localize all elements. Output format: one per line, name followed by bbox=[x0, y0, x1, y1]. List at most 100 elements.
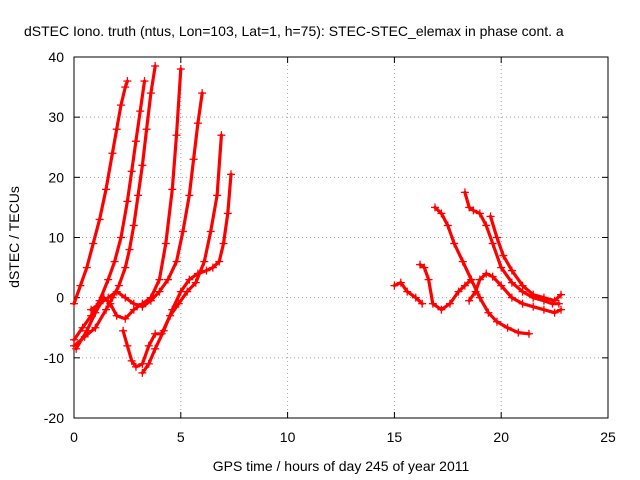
x-tick-label: 10 bbox=[280, 429, 296, 445]
data-point-marker bbox=[492, 317, 501, 326]
data-point-marker bbox=[497, 281, 506, 290]
data-point-marker bbox=[116, 101, 125, 110]
data-point-marker bbox=[102, 305, 111, 314]
data-point-marker bbox=[172, 257, 181, 266]
data-point-marker bbox=[123, 341, 132, 350]
series-8 bbox=[390, 278, 427, 308]
x-tick-label: 20 bbox=[493, 429, 509, 445]
y-tick-label: 10 bbox=[48, 230, 64, 246]
data-point-marker bbox=[95, 299, 104, 308]
data-point-marker bbox=[411, 293, 420, 302]
data-point-marker bbox=[403, 287, 412, 296]
data-point-marker bbox=[428, 299, 437, 308]
y-tick-label: 0 bbox=[56, 290, 64, 306]
x-axis-label: GPS time / hours of day 245 of year 2011 bbox=[213, 458, 470, 474]
series-line bbox=[418, 263, 473, 312]
data-point-marker bbox=[454, 287, 463, 296]
data-point-marker bbox=[129, 221, 138, 230]
data-point-marker bbox=[163, 275, 172, 284]
data-point-marker bbox=[554, 299, 563, 308]
data-point-marker bbox=[119, 326, 128, 335]
data-point-marker bbox=[539, 305, 548, 314]
data-point-marker bbox=[116, 233, 125, 242]
data-point-marker bbox=[70, 299, 78, 308]
series-2 bbox=[70, 77, 149, 344]
data-point-marker bbox=[215, 257, 224, 266]
data-point-marker bbox=[390, 281, 399, 290]
data-point-marker bbox=[529, 290, 538, 299]
data-point-marker bbox=[450, 239, 459, 248]
data-point-marker bbox=[507, 278, 516, 287]
data-point-marker bbox=[91, 308, 100, 317]
data-point-marker bbox=[465, 296, 474, 305]
data-point-marker bbox=[129, 299, 138, 308]
data-point-marker bbox=[95, 215, 104, 224]
data-point-marker bbox=[486, 212, 495, 221]
data-point-marker bbox=[539, 293, 548, 302]
data-point-marker bbox=[445, 299, 454, 308]
data-point-marker bbox=[178, 227, 187, 236]
series-5 bbox=[87, 89, 207, 314]
data-point-marker bbox=[131, 362, 140, 371]
data-point-marker bbox=[108, 149, 117, 158]
y-tick-label: -10 bbox=[44, 350, 64, 366]
series-line bbox=[392, 281, 424, 306]
data-point-marker bbox=[475, 209, 484, 218]
data-point-marker bbox=[112, 311, 121, 320]
data-point-marker bbox=[223, 209, 232, 218]
data-point-marker bbox=[155, 287, 164, 296]
series-13 bbox=[486, 212, 566, 305]
data-point-marker bbox=[443, 221, 452, 230]
data-point-marker bbox=[518, 299, 527, 308]
y-tick-label: 20 bbox=[48, 169, 64, 185]
data-point-marker bbox=[121, 83, 130, 92]
data-point-marker bbox=[396, 278, 405, 287]
grid-lines bbox=[74, 57, 608, 418]
data-point-marker bbox=[418, 299, 427, 308]
chart-title: dSTEC Iono. truth (ntus, Lon=103, Lat=1,… bbox=[24, 23, 564, 39]
data-point-marker bbox=[123, 197, 132, 206]
data-point-marker bbox=[146, 89, 155, 98]
data-point-marker bbox=[458, 257, 467, 266]
data-point-marker bbox=[151, 344, 160, 353]
data-point-marker bbox=[136, 107, 145, 116]
data-point-marker bbox=[550, 296, 559, 305]
data-point-marker bbox=[168, 305, 177, 314]
data-point-marker bbox=[471, 287, 480, 296]
data-point-marker bbox=[557, 305, 566, 314]
data-point-marker bbox=[189, 155, 198, 164]
data-point-marker bbox=[91, 323, 100, 332]
data-point-marker bbox=[420, 263, 429, 272]
y-tick-label: 30 bbox=[48, 109, 64, 125]
data-point-marker bbox=[78, 323, 87, 332]
data-point-marker bbox=[76, 281, 85, 290]
data-point-marker bbox=[465, 203, 474, 212]
data-point-marker bbox=[499, 251, 508, 260]
series-7 bbox=[138, 170, 235, 377]
data-point-marker bbox=[437, 209, 446, 218]
data-point-marker bbox=[172, 131, 181, 140]
data-point-marker bbox=[121, 314, 130, 323]
data-point-marker bbox=[144, 359, 153, 368]
data-point-marker bbox=[524, 329, 533, 338]
y-axis-label: dSTEC / TECUs bbox=[6, 186, 22, 288]
data-point-marker bbox=[114, 281, 123, 290]
data-point-marker bbox=[176, 65, 185, 74]
data-point-marker bbox=[460, 281, 469, 290]
data-point-marker bbox=[138, 368, 147, 377]
data-point-marker bbox=[106, 299, 115, 308]
data-point-marker bbox=[430, 203, 439, 212]
data-point-marker bbox=[131, 137, 140, 146]
data-point-marker bbox=[155, 275, 164, 284]
data-point-marker bbox=[514, 328, 523, 337]
x-tick-label: 25 bbox=[600, 429, 616, 445]
data-point-marker bbox=[89, 239, 98, 248]
data-point-marker bbox=[507, 293, 516, 302]
data-point-marker bbox=[475, 275, 484, 284]
data-point-marker bbox=[82, 326, 91, 335]
series-line bbox=[463, 190, 561, 306]
data-point-marker bbox=[121, 263, 130, 272]
data-point-marker bbox=[82, 263, 91, 272]
data-point-marker bbox=[198, 89, 207, 98]
data-point-marker bbox=[475, 293, 484, 302]
